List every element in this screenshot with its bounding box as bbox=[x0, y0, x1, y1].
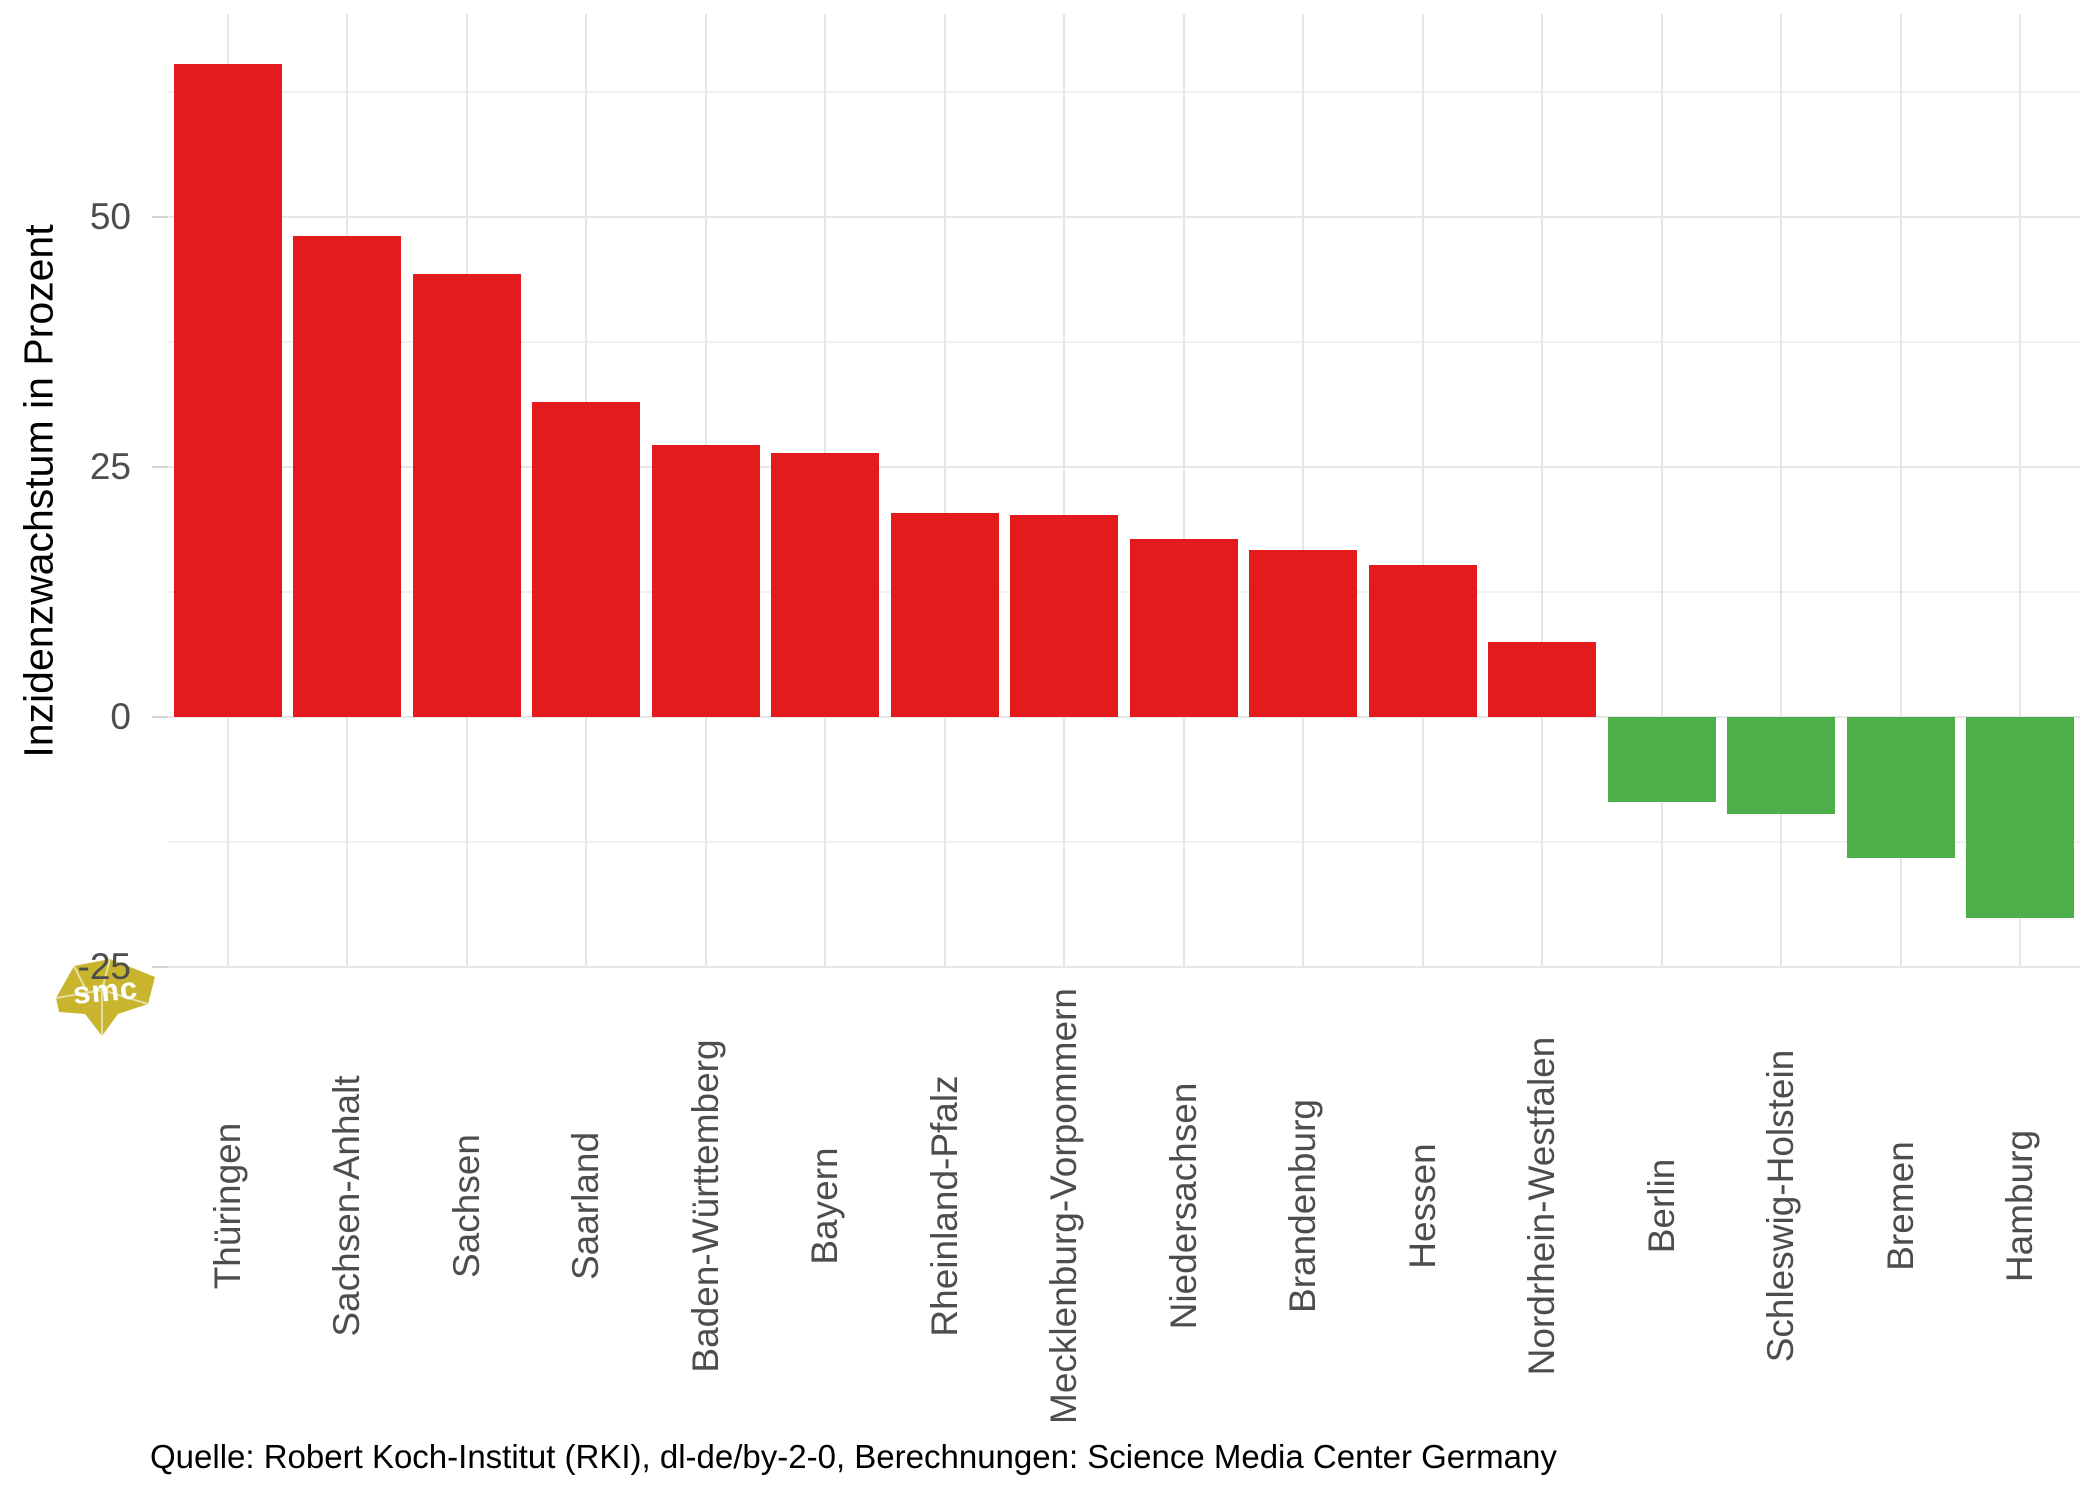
x-axis-label-nordrhein-westfalen: Nordrhein-Westfalen bbox=[1521, 1036, 1563, 1376]
y-axis-tick-label: 25 bbox=[89, 446, 131, 487]
gridline-minor-h bbox=[168, 591, 2080, 593]
gridline-v bbox=[1780, 14, 1783, 968]
y-axis-tick-label: 50 bbox=[89, 196, 131, 237]
smc-logo: smc bbox=[55, 958, 155, 1036]
gridline-v bbox=[1063, 14, 1066, 968]
gridline-major-h bbox=[168, 466, 2080, 468]
x-axis-label-sachsen-anhalt: Sachsen-Anhalt bbox=[326, 1075, 368, 1337]
bar-baden-w-rttemberg bbox=[651, 445, 760, 717]
bar-hamburg bbox=[1966, 717, 2075, 918]
x-axis-label-rheinland-pfalz: Rheinland-Pfalz bbox=[923, 1075, 965, 1337]
x-axis-label-schleswig-holstein: Schleswig-Holstein bbox=[1760, 1049, 1802, 1363]
caption: Quelle: Robert Koch-Institut (RKI), dl-d… bbox=[150, 1438, 1557, 1475]
bar-sachsen bbox=[412, 274, 521, 717]
gridline-v bbox=[1899, 14, 1902, 968]
bar-mecklenburg-vorpommern bbox=[1010, 515, 1119, 717]
gridline-minor-h bbox=[168, 341, 2080, 343]
y-axis-title: Inzidenzwachstum in Prozent bbox=[15, 224, 62, 758]
gridline-minor-h bbox=[168, 841, 2080, 843]
y-axis-tick-label: 0 bbox=[110, 696, 131, 737]
gridline-v bbox=[1182, 14, 1185, 968]
y-axis-tick-mark bbox=[152, 716, 168, 718]
gridline-v bbox=[1541, 14, 1544, 968]
gridline-v bbox=[2019, 14, 2022, 968]
x-axis-label-hessen: Hessen bbox=[1401, 1143, 1443, 1269]
x-axis-label-sachsen: Sachsen bbox=[445, 1134, 487, 1278]
smc-logo-cracks bbox=[55, 958, 149, 1036]
gridline-minor-h bbox=[168, 91, 2080, 93]
gridline-v bbox=[1421, 14, 1424, 968]
bar-schleswig-holstein bbox=[1727, 717, 1836, 814]
plot-panel bbox=[168, 14, 2080, 968]
gridline-v bbox=[1302, 14, 1305, 968]
bar-rheinland-pfalz bbox=[890, 513, 999, 717]
bar-bayern bbox=[771, 453, 880, 717]
x-axis-label-saarland: Saarland bbox=[565, 1131, 607, 1281]
bar-hessen bbox=[1368, 565, 1477, 717]
x-axis-label-mecklenburg-vorpommern: Mecklenburg-Vorpommern bbox=[1043, 988, 1085, 1424]
y-axis-tick-mark bbox=[152, 466, 168, 468]
gridline-major-h bbox=[168, 716, 2080, 718]
bar-bremen bbox=[1846, 717, 1955, 858]
bar-niedersachsen bbox=[1129, 539, 1238, 717]
bar-brandenburg bbox=[1249, 550, 1358, 717]
x-axis-label-hamburg: Hamburg bbox=[1999, 1129, 2041, 1283]
bar-sachsen-anhalt bbox=[293, 236, 402, 717]
x-axis-label-brandenburg: Brandenburg bbox=[1282, 1099, 1324, 1313]
bar-nordrhein-westfalen bbox=[1488, 642, 1597, 717]
x-axis-label-bremen: Bremen bbox=[1879, 1141, 1921, 1271]
gridline-major-h bbox=[168, 216, 2080, 218]
x-axis-label-bayern: Bayern bbox=[804, 1147, 846, 1265]
y-axis-tick-mark bbox=[152, 216, 168, 218]
gridline-v bbox=[1660, 14, 1663, 968]
x-axis-label-berlin: Berlin bbox=[1640, 1158, 1682, 1254]
y-axis-tick-label: -25 bbox=[77, 946, 131, 987]
x-axis-label-th-ringen: Thüringen bbox=[206, 1122, 248, 1290]
bar-saarland bbox=[532, 402, 641, 717]
bar-th-ringen bbox=[173, 64, 282, 717]
gridline-v bbox=[943, 14, 946, 968]
y-axis-tick-mark bbox=[152, 966, 168, 968]
x-axis-label-niedersachsen: Niedersachsen bbox=[1162, 1082, 1204, 1330]
bar-berlin bbox=[1607, 717, 1716, 802]
gridline-major-h bbox=[168, 966, 2080, 968]
smc-logo-text: smc bbox=[72, 970, 140, 1011]
x-axis-label-baden-w-rttemberg: Baden-Württemberg bbox=[684, 1039, 726, 1373]
